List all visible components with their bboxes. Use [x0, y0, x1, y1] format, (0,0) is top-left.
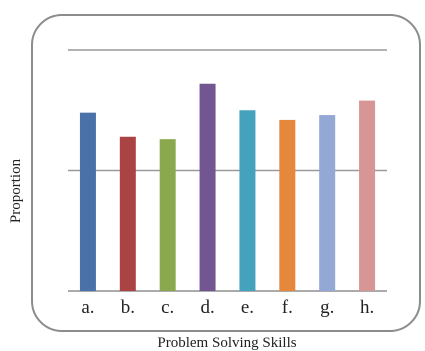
category-label: c.	[161, 297, 174, 318]
category-label: h.	[360, 297, 374, 318]
category-label: d.	[200, 297, 214, 318]
bar-c	[159, 139, 176, 291]
bar-h	[359, 100, 376, 291]
bar-f	[279, 119, 296, 291]
category-label: b.	[121, 297, 135, 318]
bar-g	[319, 115, 336, 291]
category-label: e.	[241, 297, 254, 318]
bar-e	[239, 110, 256, 291]
bar-d	[199, 83, 216, 292]
category-label: f.	[282, 297, 293, 318]
bars	[79, 83, 376, 292]
category-label: a.	[81, 297, 94, 318]
category-label: g.	[320, 297, 334, 318]
bar-b	[119, 136, 136, 291]
category-labels: a. b. c. d. e. f. g. h.	[81, 297, 374, 318]
bar-a	[79, 112, 96, 291]
y-axis-label: Proportion	[8, 158, 24, 223]
x-axis-label: Problem Solving Skills	[157, 335, 296, 351]
